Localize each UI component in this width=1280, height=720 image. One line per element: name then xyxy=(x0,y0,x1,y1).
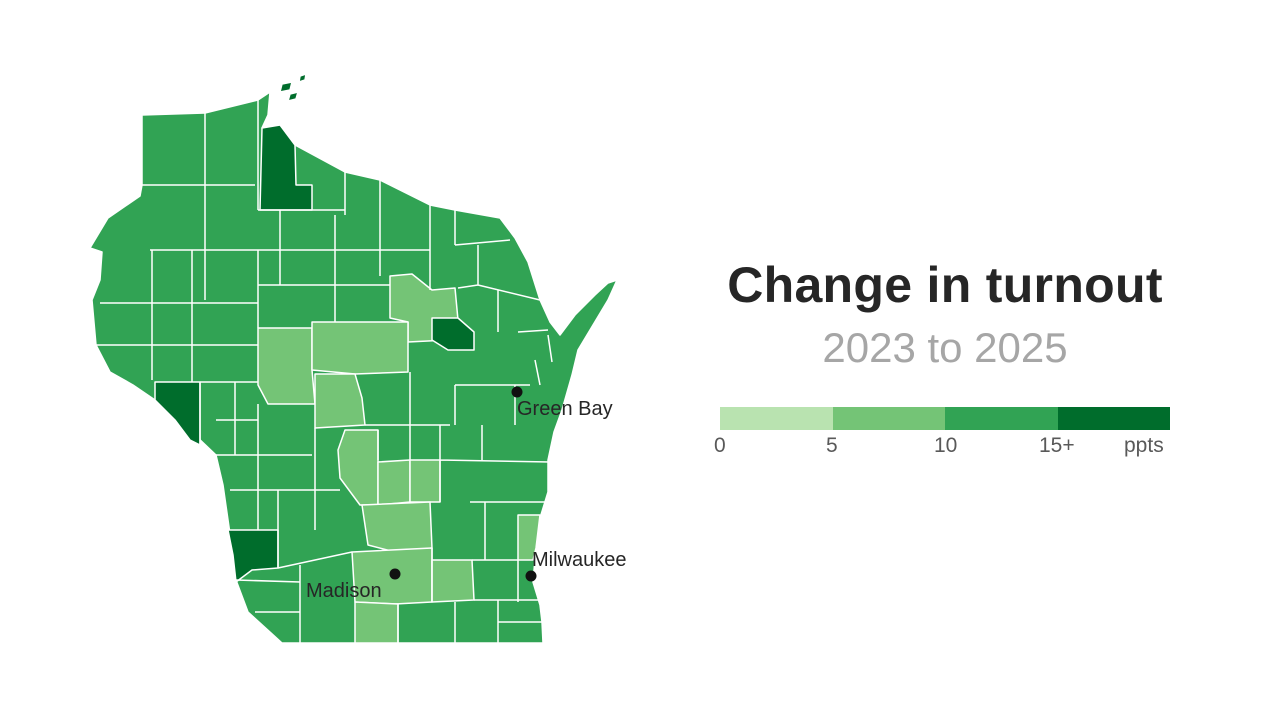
legend-swatch xyxy=(945,407,1058,430)
wisconsin-county-map: Green Bay Milwaukee Madison xyxy=(89,73,626,644)
county xyxy=(287,91,299,102)
county xyxy=(431,559,475,603)
legend-swatch xyxy=(832,407,945,430)
counties xyxy=(89,73,618,644)
legend-label-0: 0 xyxy=(714,434,726,457)
county xyxy=(361,501,433,553)
legend-label-15: 15+ xyxy=(1039,434,1075,457)
legend-unit-label: ppts xyxy=(1124,434,1164,457)
madison-label: Madison xyxy=(306,580,382,602)
county xyxy=(298,73,307,83)
county xyxy=(431,317,475,351)
county xyxy=(517,514,541,561)
milwaukee-label: Milwaukee xyxy=(532,549,626,571)
county xyxy=(154,381,201,446)
map-subtitle: 2023 to 2025 xyxy=(822,324,1068,371)
madison-dot xyxy=(389,568,401,580)
legend-label-10: 10 xyxy=(934,434,958,457)
green-bay-dot xyxy=(511,386,523,398)
county xyxy=(409,459,441,503)
county xyxy=(257,327,316,405)
county xyxy=(311,321,409,375)
map-title: Change in turnout xyxy=(727,257,1163,313)
city-markers: Green Bay Milwaukee Madison xyxy=(306,386,626,602)
legend-label-5: 5 xyxy=(826,434,838,457)
legend-color-bar xyxy=(720,407,1170,430)
legend-swatch xyxy=(1057,407,1170,430)
milwaukee-dot xyxy=(525,570,537,582)
county xyxy=(354,601,399,644)
green-bay-label: Green Bay xyxy=(517,398,613,420)
legend-swatch xyxy=(720,407,833,430)
county xyxy=(377,459,411,506)
county-borders xyxy=(92,100,553,643)
county xyxy=(314,373,366,429)
county xyxy=(279,81,293,93)
